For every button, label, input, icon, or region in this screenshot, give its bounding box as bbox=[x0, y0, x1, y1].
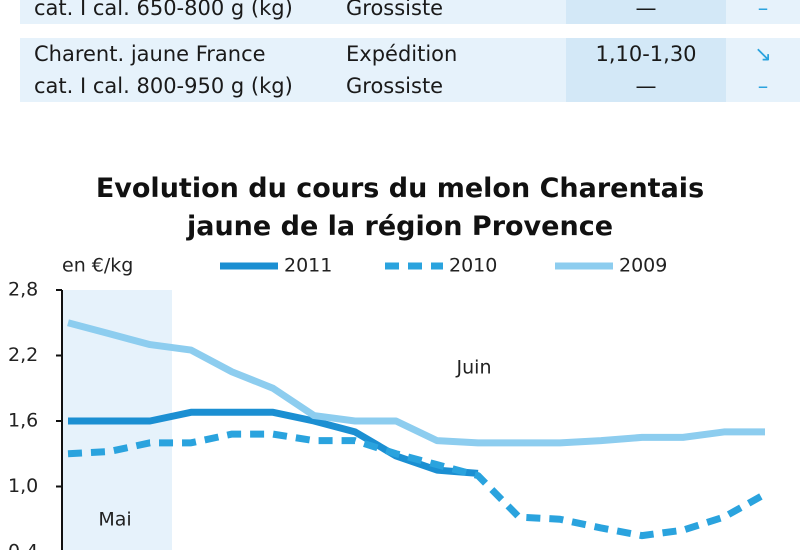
cell-text: cat. I cal. 650-800 g (kg) bbox=[34, 0, 293, 20]
cell-stage: Expédition Grossiste bbox=[334, 38, 566, 102]
cell-price: 1,10-1,30 — bbox=[566, 38, 726, 102]
cell-text: — bbox=[635, 0, 657, 20]
cell-text: – bbox=[757, 0, 769, 20]
cell-text: Charent. jaune France bbox=[34, 42, 266, 66]
cell-text: cat. I cal. 800-950 g (kg) bbox=[34, 74, 293, 98]
legend-label: 2009 bbox=[619, 255, 667, 277]
cell-text: Grossiste bbox=[346, 74, 444, 98]
cell-text: Expédition bbox=[346, 42, 458, 66]
annotation: Juin bbox=[456, 357, 492, 379]
cell-stage: Grossiste bbox=[334, 0, 566, 24]
y-tick-label: 1,0 bbox=[8, 475, 38, 497]
legend-label: 2010 bbox=[449, 255, 497, 277]
cell-price: — bbox=[566, 0, 726, 24]
table-row: Charent. jaune France cat. I cal. 800-950… bbox=[20, 38, 800, 102]
annotation: Mai bbox=[98, 509, 131, 531]
price-table: cat. I cal. 650-800 g (kg) Grossiste — – Cha… bbox=[20, 0, 800, 116]
y-axis-label: en €/kg bbox=[62, 255, 133, 277]
cell-text: 1,10-1,30 bbox=[595, 42, 697, 66]
cell-text: — bbox=[635, 74, 657, 98]
cell-text: – bbox=[757, 74, 769, 98]
chart-title: Evolution du cours du melon Charentais j… bbox=[95, 173, 705, 242]
y-tick-label: 0,4 bbox=[8, 541, 38, 550]
cell-trend: – bbox=[726, 0, 800, 24]
y-tick-label: 2,2 bbox=[8, 344, 38, 366]
line-series bbox=[67, 319, 765, 447]
line-series bbox=[67, 430, 767, 540]
cell-trend: ↘ – bbox=[726, 38, 800, 102]
y-tick-label: 1,6 bbox=[8, 410, 38, 432]
legend-label: 2011 bbox=[284, 255, 332, 277]
cell-text: Grossiste bbox=[346, 0, 444, 20]
table-row: cat. I cal. 650-800 g (kg) Grossiste — – bbox=[20, 0, 800, 24]
cell-product: cat. I cal. 650-800 g (kg) bbox=[20, 0, 334, 24]
y-tick-label: 2,8 bbox=[8, 279, 38, 301]
cell-product: Charent. jaune France cat. I cal. 800-950… bbox=[20, 38, 334, 102]
cell-text: ↘ bbox=[754, 42, 772, 66]
